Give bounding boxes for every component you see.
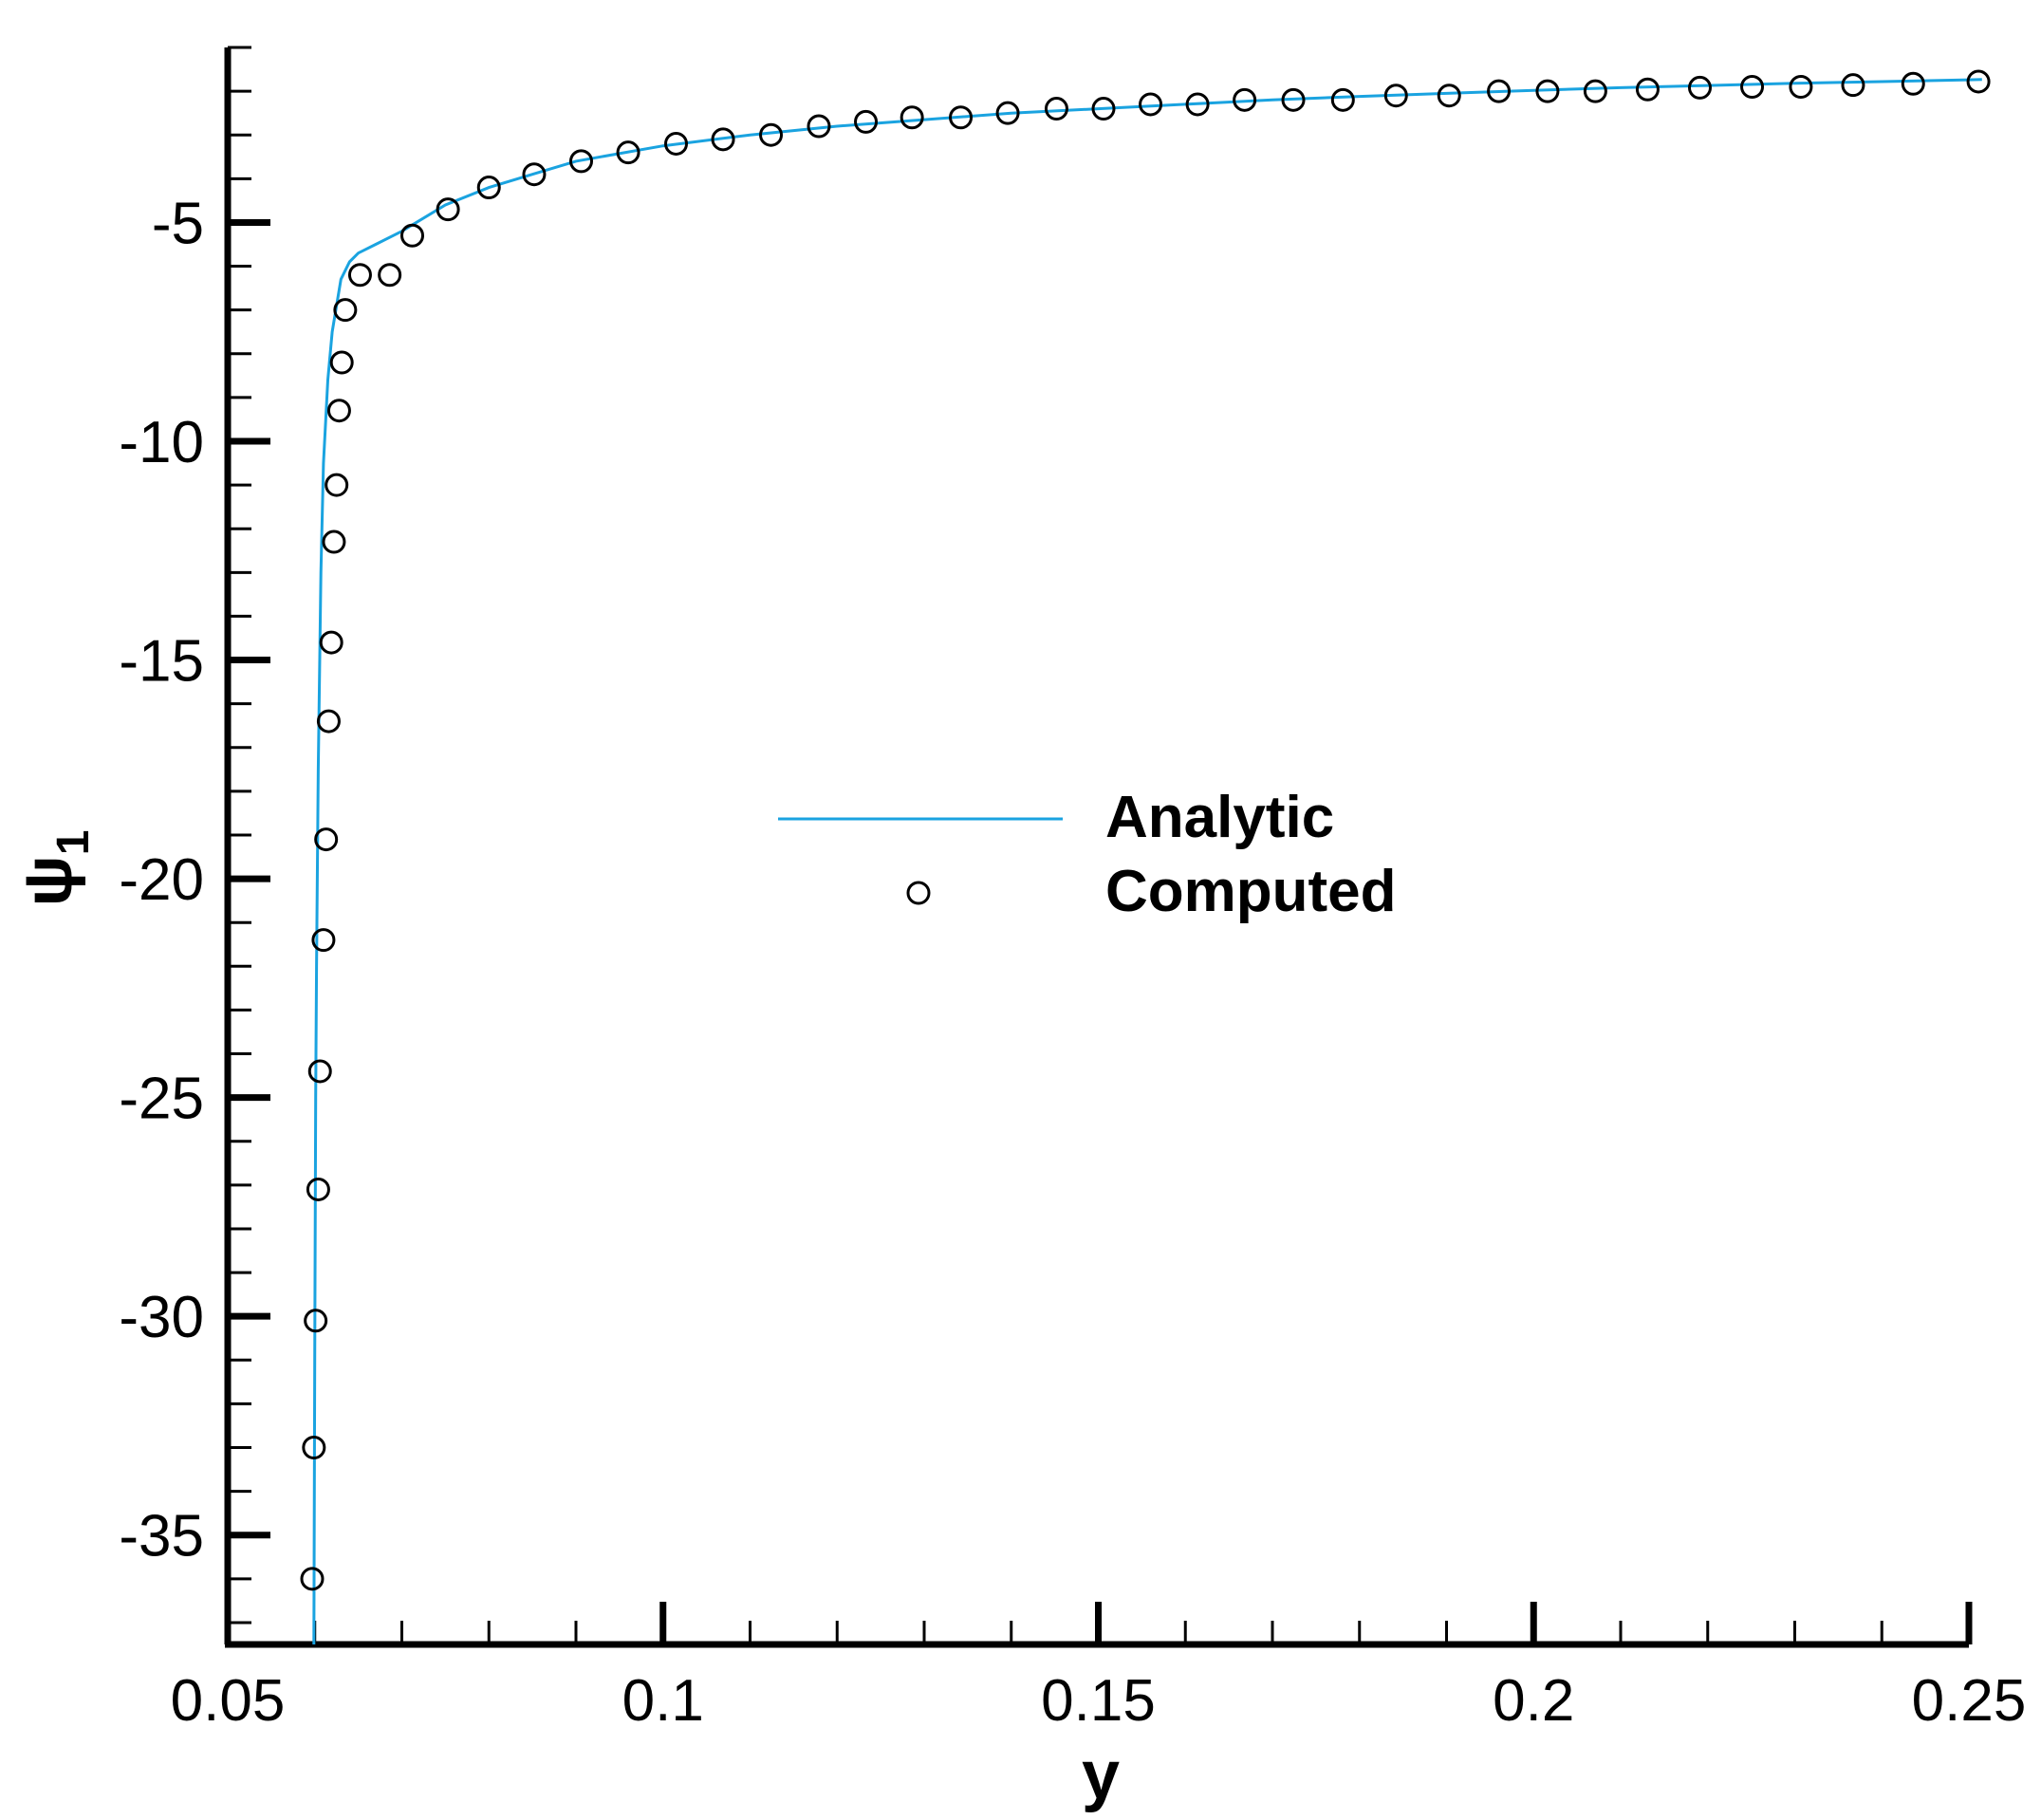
y-tick-label: -10	[119, 410, 204, 475]
computed-data-point	[949, 105, 974, 130]
computed-data-point	[807, 114, 831, 139]
computed-data-point	[333, 298, 358, 323]
computed-data-point	[854, 109, 879, 134]
computed-data-point	[759, 122, 784, 147]
computed-data-point	[900, 105, 924, 130]
computed-data-point	[1233, 87, 1257, 112]
computed-data-point	[1330, 87, 1355, 112]
computed-data-point	[1740, 74, 1765, 99]
computed-data-point	[1281, 87, 1306, 112]
computed-data-point	[314, 827, 339, 852]
computed-data-point	[1091, 97, 1116, 121]
computed-data-point	[326, 399, 351, 423]
computed-data-point	[995, 101, 1020, 125]
computed-data-point	[1635, 77, 1660, 102]
computed-data-point	[522, 162, 547, 187]
computed-data-point	[307, 1059, 332, 1084]
computed-data-point	[1841, 73, 1865, 98]
computed-data-point	[304, 1309, 328, 1333]
computed-data-point	[322, 529, 346, 554]
computed-data-point	[1901, 71, 1925, 96]
computed-data-point	[319, 630, 343, 655]
computed-data-point	[1437, 84, 1461, 108]
x-tick-label: 0.2	[1493, 1668, 1574, 1734]
y-axis-title: ψ1	[10, 830, 99, 907]
x-tick-label: 0.1	[622, 1668, 704, 1734]
computed-data-point	[616, 140, 640, 165]
computed-data-point	[1044, 97, 1068, 121]
computed-data-point	[325, 473, 349, 497]
computed-data-point	[664, 131, 689, 156]
computed-data-point	[1966, 69, 1991, 94]
computed-data-point	[1789, 74, 1813, 99]
plot-series	[300, 69, 1991, 1645]
y-tick-label: -15	[119, 629, 204, 695]
computed-data-point	[476, 176, 501, 200]
computed-data-point	[436, 197, 460, 222]
computed-data-point	[311, 928, 336, 953]
legend-computed-label: Computed	[1105, 859, 1397, 924]
computed-data-point	[711, 127, 735, 152]
y-axis-title-symbol: ψ	[10, 855, 86, 906]
y-tick-label: -35	[119, 1504, 204, 1569]
computed-data-point	[306, 1177, 330, 1201]
computed-data-point	[1185, 92, 1210, 117]
computed-data-point	[378, 263, 402, 288]
x-axis-title: y	[1082, 1737, 1120, 1813]
axis-ticks	[224, 46, 1973, 1644]
x-tick-label: 0.15	[1041, 1668, 1156, 1734]
computed-data-point	[316, 709, 341, 734]
computed-data-point	[347, 263, 372, 288]
computed-data-point	[1535, 79, 1560, 103]
computed-data-point	[1383, 84, 1408, 108]
x-tick-label: 0.05	[171, 1668, 286, 1734]
analytic-series-line	[312, 78, 1982, 1645]
computed-data-point	[329, 350, 354, 375]
y-tick-label: -5	[152, 191, 204, 256]
y-axis-title-subscript: 1	[48, 830, 99, 856]
axes	[224, 47, 1969, 1648]
y-tick-label: -25	[119, 1067, 204, 1132]
y-tick-label: -30	[119, 1285, 204, 1350]
computed-data-point	[1687, 75, 1712, 100]
x-tick-label: 0.25	[1912, 1668, 2027, 1734]
tick-labels: 0.05 0.1 0.15 0.2 0.25 -35 -30 -25 -20 -15 -10 -5	[119, 191, 2026, 1734]
computed-data-point	[400, 223, 425, 248]
legend-computed-marker	[906, 881, 931, 905]
legend-analytic-label: Analytic	[1105, 785, 1334, 850]
computed-data-point	[569, 149, 594, 174]
svg-text:ψ1: ψ1	[10, 830, 99, 907]
computed-data-point	[302, 1436, 326, 1460]
computed-data-point	[1139, 92, 1163, 117]
y-tick-label: -20	[119, 847, 204, 913]
legend: Analytic Computed	[778, 785, 1397, 924]
computed-data-point	[1487, 79, 1512, 103]
computed-data-point	[300, 1567, 325, 1591]
computed-data-point	[1583, 79, 1607, 103]
